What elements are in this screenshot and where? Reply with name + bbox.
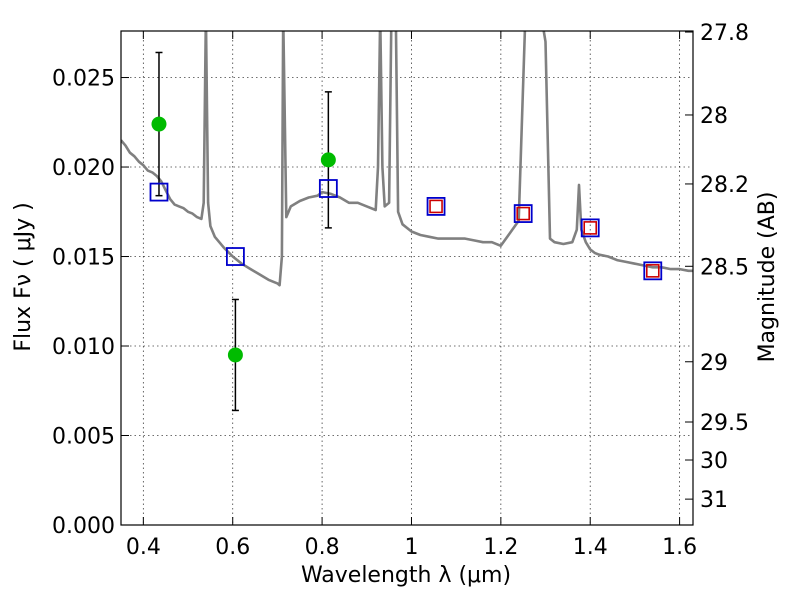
model-point <box>513 204 533 223</box>
x-tick-label: 0.4 <box>126 535 161 560</box>
point-layer <box>149 116 663 363</box>
grid-layer <box>121 31 693 525</box>
x-tick-label: 1 <box>404 535 418 560</box>
model-point <box>643 261 663 281</box>
spectrum-line <box>121 31 693 287</box>
y-axis-title: Flux Fν ( μJy ) <box>11 202 36 351</box>
y-tick-label: 0.010 <box>52 335 115 360</box>
model-point <box>225 247 245 266</box>
plot-area <box>121 31 693 412</box>
y-axis-ticks: 0.000 0.005 0.010 0.015 0.020 0.025 <box>52 67 129 539</box>
right-axis-ticks: 27.8 28 28.2 28.5 29 29.5 30 31 <box>685 21 749 513</box>
errorbar-layer <box>155 51 332 412</box>
model-point <box>426 197 446 216</box>
observed-point <box>227 347 243 363</box>
x-tick-label: 1.4 <box>573 535 608 560</box>
observed-point <box>320 152 336 168</box>
y-tick-label: 0.025 <box>52 67 115 92</box>
red-point <box>583 221 598 235</box>
y-tick-label: 0.005 <box>52 425 115 450</box>
right-tick-label: 31 <box>700 488 728 513</box>
right-tick-label: 27.8 <box>700 21 749 46</box>
right-tick-label: 28.2 <box>700 173 749 198</box>
y-tick-label: 0.015 <box>52 246 115 271</box>
spectrum-layer <box>121 31 693 287</box>
red-point <box>516 206 530 221</box>
x-tick-label: 0.8 <box>305 535 340 560</box>
y-tick-label: 0.020 <box>52 156 115 181</box>
right-tick-label: 28.5 <box>700 255 749 280</box>
model-point <box>580 218 600 238</box>
right-axis-title: Magnitude (AB) <box>755 192 780 363</box>
x-axis-ticks: 0.4 0.6 0.8 1 1.2 1.4 1.6 <box>126 31 697 560</box>
y-tick-label: 0.000 <box>52 514 115 539</box>
x-axis-title: Wavelength λ (μm) <box>301 563 511 588</box>
x-tick-label: 1.2 <box>483 535 518 560</box>
right-tick-label: 28 <box>700 104 728 129</box>
plot-frame <box>120 30 694 526</box>
model-point <box>318 179 338 198</box>
right-tick-label: 30 <box>700 449 728 474</box>
right-tick-label: 29 <box>700 351 728 376</box>
x-tick-label: 1.6 <box>662 535 697 560</box>
red-point <box>429 199 443 214</box>
model-point <box>149 182 169 202</box>
x-tick-label: 0.6 <box>215 535 250 560</box>
right-tick-label: 29.5 <box>700 411 749 436</box>
observed-point <box>151 116 167 132</box>
red-point <box>645 264 660 278</box>
